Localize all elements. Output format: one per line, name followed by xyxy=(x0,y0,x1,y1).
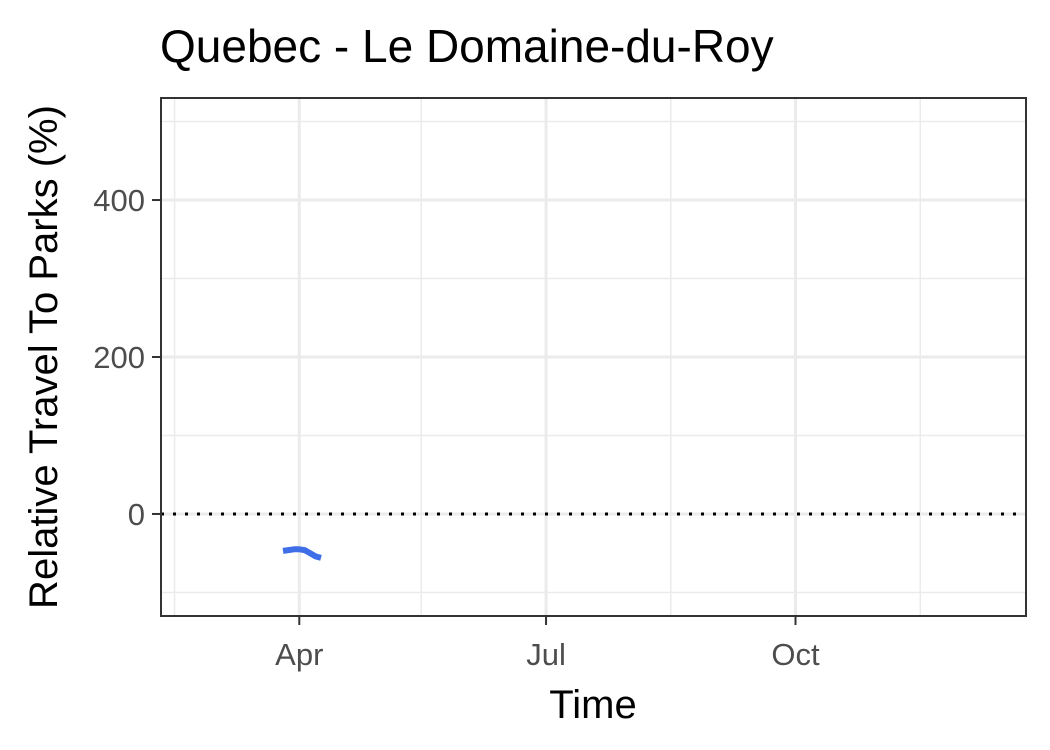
x-tick-label: Apr xyxy=(275,637,323,672)
chart-title: Quebec - Le Domaine-du-Roy xyxy=(160,20,774,72)
series-layer xyxy=(282,546,322,561)
series-line xyxy=(282,546,322,561)
x-tick-label: Oct xyxy=(771,637,820,672)
y-tick-label: 200 xyxy=(93,340,145,375)
y-tick-label: 0 xyxy=(128,497,145,532)
x-axis-title: Time xyxy=(549,683,636,727)
x-axis: Apr Jul Oct xyxy=(275,616,820,672)
y-axis: 0 200 400 xyxy=(93,183,161,532)
y-tick-label: 400 xyxy=(93,183,145,218)
x-tick-label: Jul xyxy=(526,637,566,672)
y-axis-title: Relative Travel To Parks (%) xyxy=(22,105,66,609)
